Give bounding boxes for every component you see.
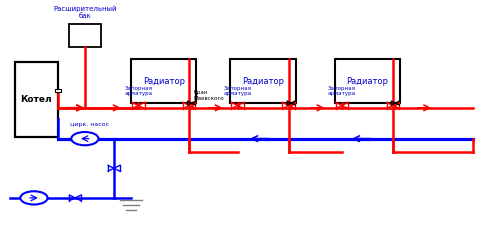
Text: Запорная
арматура: Запорная арматура	[223, 86, 251, 96]
Circle shape	[71, 132, 98, 145]
Bar	[230, 59, 295, 103]
Text: Радиатор: Радиатор	[346, 77, 388, 86]
Bar	[55, 89, 61, 92]
Text: Расширительный
бак: Расширительный бак	[53, 5, 116, 19]
Text: Котел: Котел	[20, 95, 52, 104]
Bar	[131, 59, 196, 103]
Text: Радиатор: Радиатор	[242, 77, 284, 86]
Text: цирк. насос: цирк. насос	[70, 122, 109, 127]
Circle shape	[20, 191, 47, 205]
Text: Кран
Маевского: Кран Маевского	[194, 90, 224, 101]
Bar	[15, 62, 58, 137]
Bar	[69, 24, 101, 47]
Text: Запорная
арматура: Запорная арматура	[124, 86, 152, 96]
Text: Радиатор: Радиатор	[142, 77, 184, 86]
Text: Запорная
арматура: Запорная арматура	[327, 86, 355, 96]
Bar	[334, 59, 399, 103]
